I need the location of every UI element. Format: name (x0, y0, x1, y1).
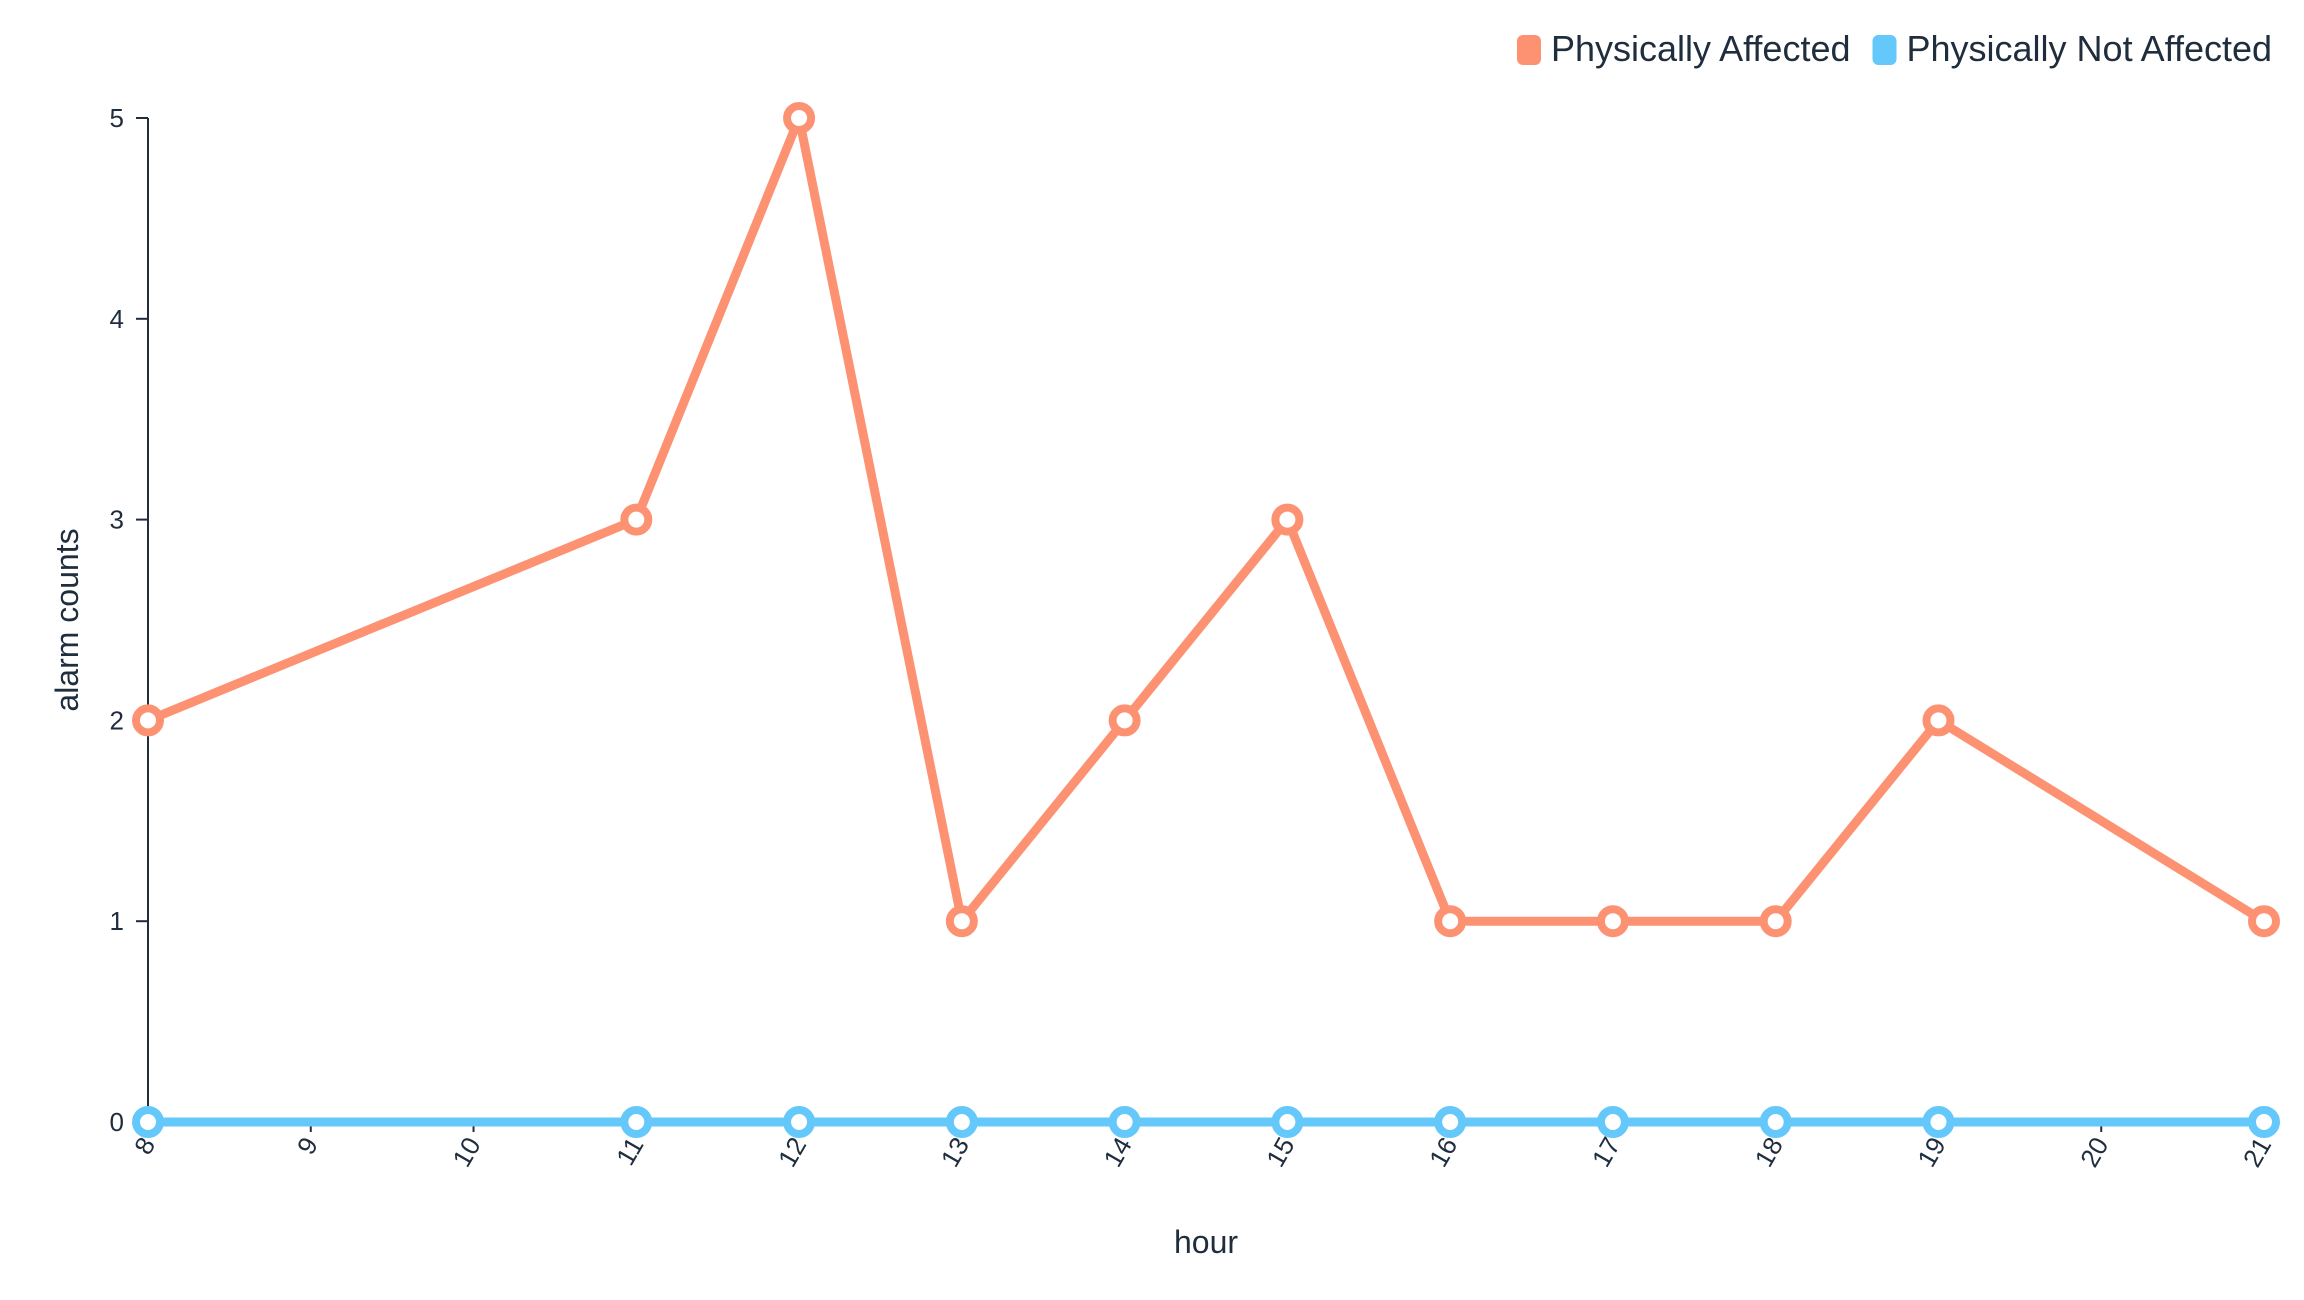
data-point[interactable] (945, 905, 978, 938)
y-tick-label: 3 (110, 505, 124, 535)
data-point[interactable] (1759, 1106, 1792, 1138)
data-point[interactable] (1108, 704, 1141, 737)
series-layer (132, 102, 2280, 1138)
data-point[interactable] (1271, 503, 1304, 536)
y-tick-label: 1 (110, 906, 124, 936)
legend-swatch (1872, 35, 1897, 65)
x-tick-label: 17 (1586, 1132, 1626, 1172)
y-tick-label: 0 (110, 1107, 124, 1137)
y-tick-label: 5 (110, 103, 124, 133)
data-point[interactable] (620, 503, 653, 536)
data-point[interactable] (1434, 1106, 1467, 1138)
data-point[interactable] (620, 1106, 653, 1138)
x-tick-label: 13 (935, 1132, 975, 1172)
data-point[interactable] (1596, 1106, 1629, 1138)
data-point[interactable] (783, 1106, 816, 1138)
data-point[interactable] (1922, 1106, 1955, 1138)
legend-item-physically-not-affected[interactable]: Physically Not Affected (1872, 28, 2273, 69)
data-point[interactable] (1922, 704, 1955, 737)
x-tick-label: 9 (291, 1132, 324, 1160)
x-axis: 8 9 10 11 12 13 14 15 16 17 18 19 20 21 (128, 1122, 2277, 1172)
y-tick-label: 4 (110, 304, 124, 334)
x-tick-label: 19 (1911, 1132, 1951, 1172)
x-tick-label: 21 (2237, 1132, 2277, 1172)
legend-item-physically-affected[interactable]: Physically Affected (1517, 28, 1851, 69)
x-tick-label: 14 (1097, 1132, 1137, 1172)
data-point[interactable] (945, 1106, 978, 1138)
chart-legend: Physically Affected Physically Not Affect… (1517, 28, 2272, 69)
data-point[interactable] (1596, 905, 1629, 938)
x-tick-label: 12 (772, 1132, 812, 1172)
data-point[interactable] (2248, 905, 2280, 938)
y-axis-title: alarm counts (49, 528, 85, 711)
data-point[interactable] (1271, 1106, 1304, 1138)
x-tick-label: 20 (2074, 1132, 2114, 1172)
legend-swatch (1517, 35, 1541, 65)
data-point[interactable] (132, 704, 164, 737)
series-line-physically-affected (143, 113, 2269, 926)
series-physically-not-affected (132, 1106, 2280, 1138)
x-tick-label: 16 (1423, 1132, 1463, 1172)
data-point[interactable] (1759, 905, 1792, 938)
series-physically-affected (132, 102, 2280, 938)
x-tick-label: 10 (446, 1132, 486, 1172)
legend-label: Physically Not Affected (1907, 28, 2273, 69)
data-point[interactable] (1108, 1106, 1141, 1138)
y-axis: 0 1 2 3 4 5 (110, 103, 149, 1137)
x-tick-label: 11 (610, 1132, 649, 1170)
x-tick-label: 15 (1260, 1132, 1300, 1172)
data-point[interactable] (132, 1106, 164, 1138)
y-tick-label: 2 (110, 705, 124, 735)
data-point[interactable] (1434, 905, 1467, 938)
data-point[interactable] (783, 102, 816, 134)
x-axis-title: hour (1174, 1224, 1238, 1260)
legend-label: Physically Affected (1551, 28, 1851, 69)
x-tick-label: 18 (1748, 1132, 1788, 1172)
data-point[interactable] (2248, 1106, 2280, 1138)
